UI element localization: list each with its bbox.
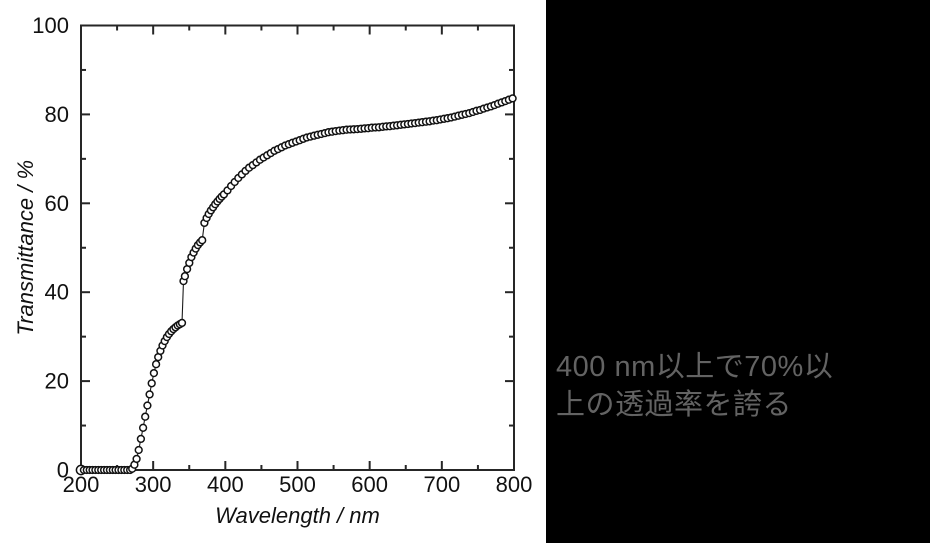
- annotation-panel: 400 nm以上で70%以 上の透過率を誇る: [546, 0, 930, 543]
- y-tick-label: 0: [57, 458, 69, 483]
- y-tick-label: 20: [45, 369, 69, 394]
- annotation-text: 400 nm以上で70%以 上の透過率を誇る: [556, 348, 916, 424]
- annotation-line-2: 上の透過率を誇る: [556, 389, 793, 421]
- transmittance-chart: 200 300 400 500 600 700 800 0 20 40 60 80 100 Wavelen…: [13, 13, 533, 528]
- data-point: [180, 272, 190, 281]
- x-tick-label: 600: [351, 472, 388, 497]
- x-tick-label: 800: [496, 472, 533, 497]
- data-point: [143, 401, 152, 410]
- chart-panel: 200 300 400 500 600 700 800 0 20 40 60 80 100 Wavelen…: [13, 13, 533, 528]
- data-point: [136, 434, 146, 444]
- data-point: [147, 379, 156, 388]
- x-tick-label: 500: [279, 472, 316, 497]
- x-tick-label: 300: [135, 472, 172, 497]
- y-tick-label: 100: [32, 13, 69, 38]
- y-tick-label: 40: [45, 280, 69, 305]
- data-point: [138, 423, 148, 432]
- x-tick-label: 200: [63, 472, 100, 497]
- y-tick-label: 80: [45, 102, 69, 127]
- data-point: [177, 318, 187, 328]
- y-tick-label: 60: [45, 191, 69, 216]
- data-point: [151, 360, 161, 369]
- data-point: [198, 236, 207, 245]
- y-axis-title: Transmittance / %: [13, 160, 38, 336]
- data-point: [141, 412, 150, 421]
- data-point: [134, 445, 143, 455]
- data-point: [145, 390, 154, 399]
- data-point: [132, 454, 141, 464]
- annotation-line-1: 400 nm以上で70%以: [556, 351, 834, 383]
- x-axis-title: Wavelength / nm: [215, 503, 380, 528]
- data-point: [508, 94, 517, 103]
- data-point: [149, 368, 159, 378]
- x-tick-label: 400: [207, 472, 244, 497]
- x-tick-label: 700: [423, 472, 460, 497]
